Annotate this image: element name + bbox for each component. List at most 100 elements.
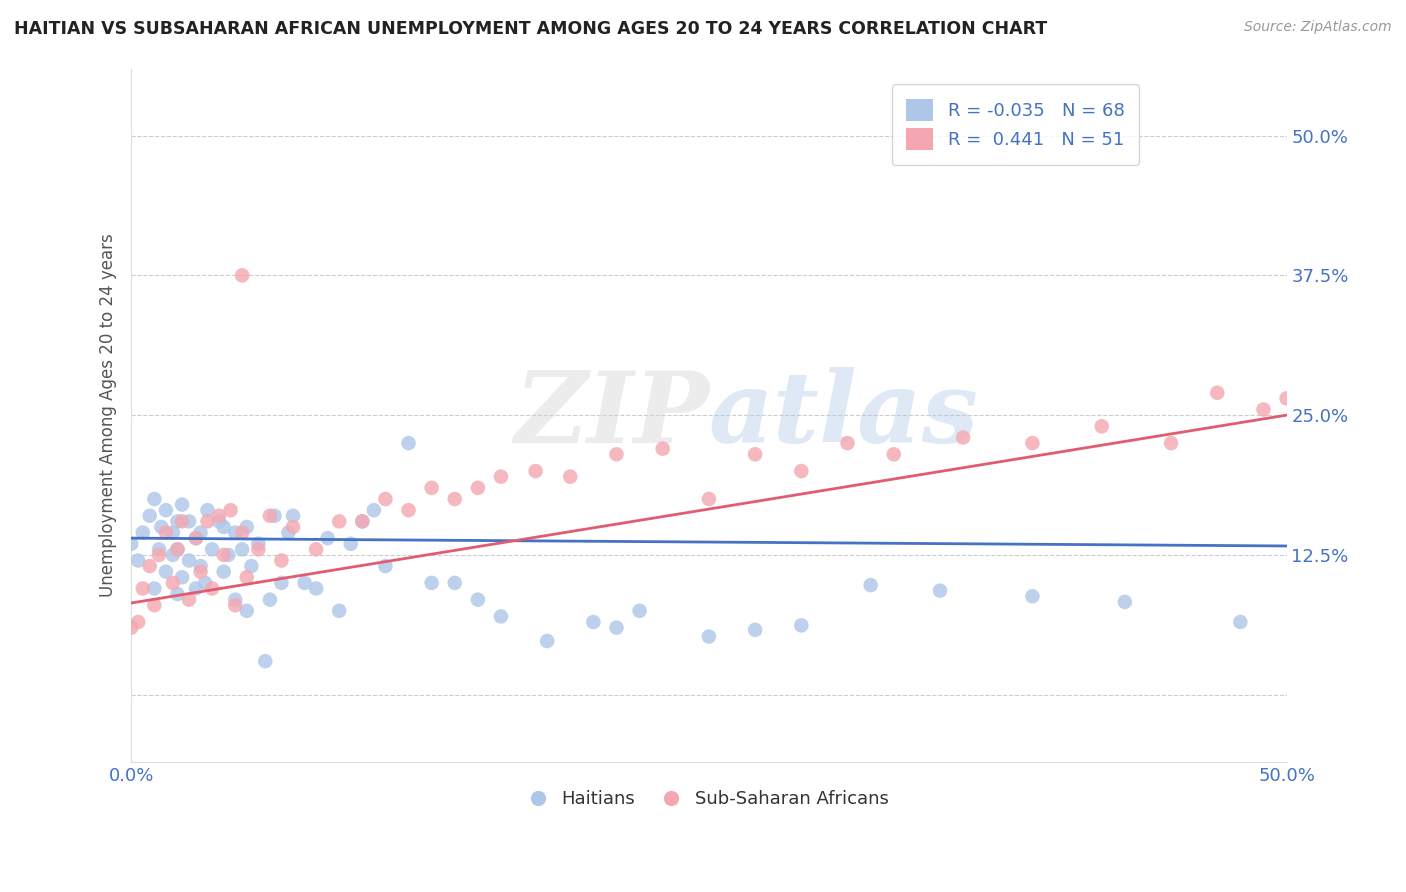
Point bbox=[1253, 402, 1275, 417]
Point bbox=[197, 503, 219, 517]
Point bbox=[651, 442, 673, 456]
Point bbox=[247, 537, 270, 551]
Point bbox=[277, 525, 299, 540]
Point bbox=[190, 565, 212, 579]
Point bbox=[305, 582, 328, 596]
Point bbox=[166, 514, 188, 528]
Point bbox=[155, 525, 177, 540]
Point bbox=[208, 514, 231, 528]
Point bbox=[467, 481, 489, 495]
Text: ZIP: ZIP bbox=[515, 367, 709, 464]
Point bbox=[148, 542, 170, 557]
Point bbox=[374, 559, 396, 574]
Point bbox=[697, 630, 720, 644]
Point bbox=[143, 582, 166, 596]
Point bbox=[190, 525, 212, 540]
Point bbox=[127, 615, 149, 629]
Point bbox=[281, 508, 304, 523]
Point bbox=[212, 548, 235, 562]
Point bbox=[374, 491, 396, 506]
Point bbox=[197, 514, 219, 528]
Point bbox=[929, 583, 952, 598]
Point bbox=[1091, 419, 1114, 434]
Point bbox=[208, 508, 231, 523]
Point bbox=[127, 553, 149, 567]
Point bbox=[883, 447, 905, 461]
Point bbox=[201, 582, 224, 596]
Point bbox=[489, 469, 512, 483]
Point bbox=[212, 520, 235, 534]
Text: Source: ZipAtlas.com: Source: ZipAtlas.com bbox=[1244, 20, 1392, 34]
Point bbox=[467, 592, 489, 607]
Point bbox=[143, 491, 166, 506]
Point bbox=[177, 592, 200, 607]
Point bbox=[339, 537, 361, 551]
Point bbox=[217, 548, 239, 562]
Point bbox=[247, 542, 270, 557]
Point bbox=[1229, 615, 1251, 629]
Point bbox=[184, 531, 207, 545]
Point bbox=[138, 559, 160, 574]
Point bbox=[294, 575, 316, 590]
Point bbox=[162, 548, 184, 562]
Point bbox=[790, 618, 813, 632]
Point bbox=[155, 565, 177, 579]
Point bbox=[162, 575, 184, 590]
Point bbox=[605, 621, 627, 635]
Point bbox=[1275, 392, 1298, 406]
Point bbox=[231, 525, 253, 540]
Point bbox=[254, 654, 277, 668]
Point bbox=[305, 542, 328, 557]
Point bbox=[420, 575, 443, 590]
Point bbox=[270, 575, 292, 590]
Point bbox=[224, 592, 246, 607]
Point bbox=[219, 503, 242, 517]
Point bbox=[212, 565, 235, 579]
Point bbox=[143, 599, 166, 613]
Point bbox=[162, 525, 184, 540]
Point bbox=[231, 268, 253, 283]
Point bbox=[605, 447, 627, 461]
Point bbox=[194, 575, 217, 590]
Point bbox=[524, 464, 547, 478]
Point bbox=[352, 514, 374, 528]
Y-axis label: Unemployment Among Ages 20 to 24 years: Unemployment Among Ages 20 to 24 years bbox=[100, 234, 117, 597]
Point bbox=[443, 575, 465, 590]
Point bbox=[236, 570, 259, 584]
Point bbox=[201, 542, 224, 557]
Point bbox=[952, 430, 974, 444]
Point bbox=[560, 469, 582, 483]
Point bbox=[398, 503, 420, 517]
Point bbox=[790, 464, 813, 478]
Point bbox=[316, 531, 339, 545]
Point bbox=[190, 559, 212, 574]
Point bbox=[398, 436, 420, 450]
Point bbox=[281, 520, 304, 534]
Point bbox=[259, 592, 281, 607]
Point bbox=[259, 508, 281, 523]
Point bbox=[172, 498, 194, 512]
Point bbox=[236, 604, 259, 618]
Point bbox=[240, 559, 263, 574]
Point bbox=[148, 548, 170, 562]
Point bbox=[1160, 436, 1182, 450]
Point bbox=[328, 514, 350, 528]
Point bbox=[489, 609, 512, 624]
Point bbox=[744, 623, 766, 637]
Point bbox=[224, 599, 246, 613]
Point bbox=[138, 508, 160, 523]
Point bbox=[172, 514, 194, 528]
Point bbox=[166, 587, 188, 601]
Point bbox=[1021, 589, 1043, 603]
Point bbox=[1206, 385, 1229, 400]
Point bbox=[177, 514, 200, 528]
Point bbox=[363, 503, 385, 517]
Legend: Haitians, Sub-Saharan Africans: Haitians, Sub-Saharan Africans bbox=[522, 782, 896, 815]
Point bbox=[263, 508, 285, 523]
Point bbox=[628, 604, 651, 618]
Point bbox=[1114, 595, 1136, 609]
Point bbox=[172, 570, 194, 584]
Point bbox=[132, 582, 155, 596]
Point bbox=[184, 531, 207, 545]
Text: atlas: atlas bbox=[709, 367, 979, 464]
